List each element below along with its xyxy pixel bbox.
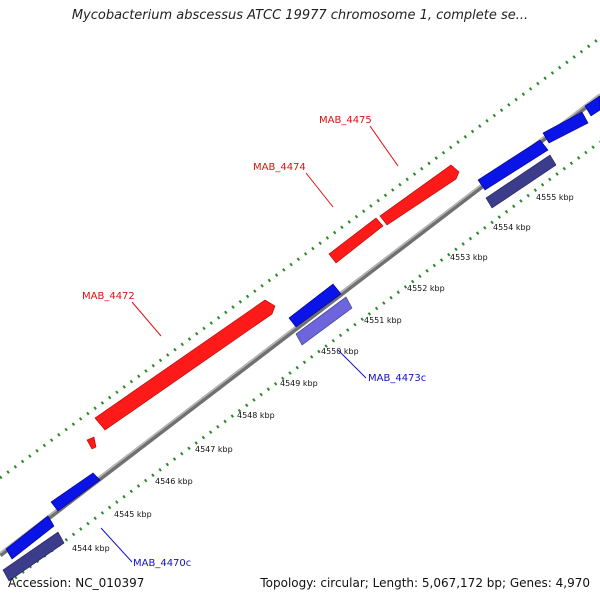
tick-4544-kbp: 4544 kbp	[72, 544, 110, 553]
summary-text: Topology: circular; Length: 5,067,172 bp…	[260, 576, 590, 590]
outer-tick-ring	[0, 36, 600, 480]
connector-mab-4470c	[100, 527, 133, 563]
tick-4549-kbp: 4549 kbp	[280, 379, 318, 388]
cds-reverse-3[interactable]	[485, 154, 557, 209]
map-title: Mycobacterium abscessus ATCC 19977 chrom…	[71, 8, 529, 23]
gene-reverse-3[interactable]	[477, 139, 549, 191]
label-mab-4474: MAB_4474	[253, 162, 306, 173]
connector-mab-4475	[369, 125, 399, 167]
tick-4550-kbp: 4550 kbp	[321, 347, 359, 356]
tick-4551-kbp: 4551 kbp	[364, 316, 402, 325]
tick-4553-kbp: 4553 kbp	[450, 253, 488, 262]
tick-4546-kbp: 4546 kbp	[155, 477, 193, 486]
inner-tick-ring	[14, 140, 600, 580]
connector-mab-4474	[305, 172, 334, 208]
tick-4548-kbp: 4548 kbp	[237, 411, 275, 420]
label-mab-4473c: MAB_4473c	[368, 373, 426, 384]
label-mab-4470c: MAB_4470c	[133, 558, 191, 569]
gene-reverse-4[interactable]	[542, 111, 589, 144]
accession-text: Accession: NC_010397	[8, 576, 145, 590]
connector-mab-4473c	[337, 349, 367, 379]
label-mab-4472: MAB_4472	[82, 291, 135, 302]
connector-mab-4472	[131, 301, 162, 337]
gene-mab-4471[interactable]	[86, 436, 97, 450]
tick-4554-kbp: 4554 kbp	[493, 223, 531, 232]
cds-mab-4473c[interactable]	[295, 296, 353, 346]
gene-reverse-2[interactable]	[50, 472, 101, 512]
tick-4555-kbp: 4555 kbp	[536, 193, 574, 202]
tick-4545-kbp: 4545 kbp	[114, 510, 152, 519]
gene-mab-4474[interactable]	[328, 217, 384, 264]
tick-4552-kbp: 4552 kbp	[407, 284, 445, 293]
gene-mab-4473c-gene[interactable]	[288, 283, 342, 328]
label-mab-4475: MAB_4475	[319, 115, 372, 126]
gene-reverse-1[interactable]	[5, 515, 55, 560]
gene-reverse-5[interactable]	[584, 95, 600, 117]
gene-mab-4475[interactable]	[379, 164, 460, 226]
gene-mab-4472[interactable]	[94, 299, 276, 431]
tick-4547-kbp: 4547 kbp	[195, 445, 233, 454]
cds-mab-4470c[interactable]	[2, 531, 65, 582]
